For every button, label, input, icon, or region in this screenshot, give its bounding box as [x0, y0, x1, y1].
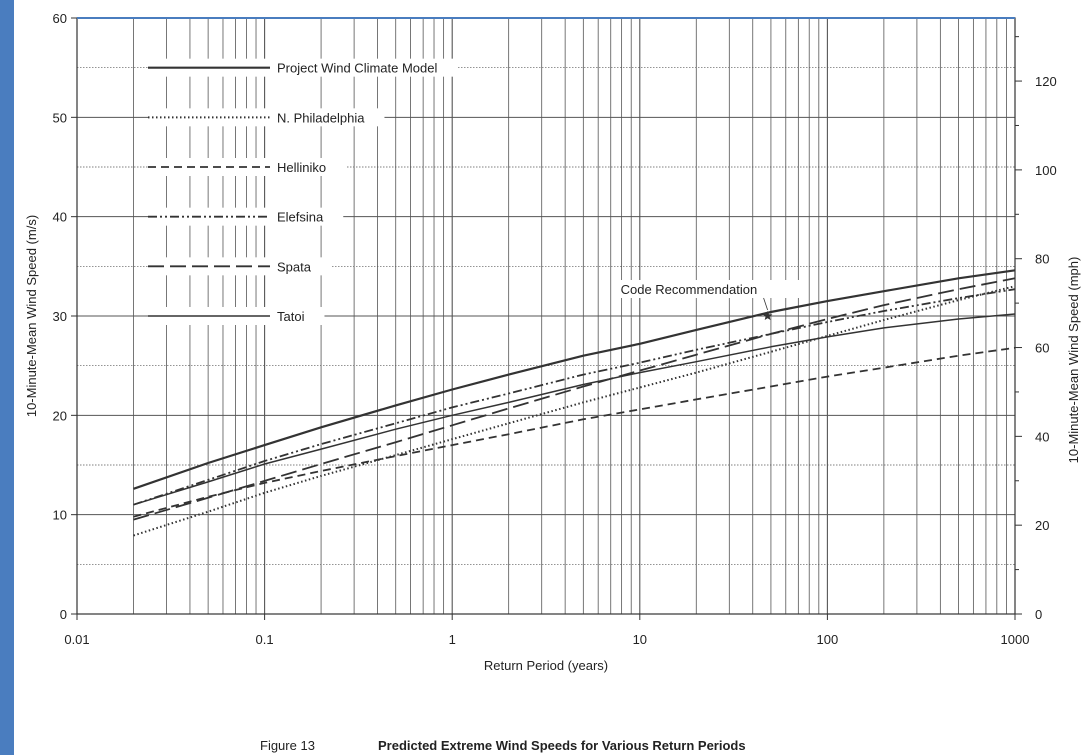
y-tick-label: 10: [53, 508, 67, 523]
y2-tick-label: 100: [1035, 163, 1057, 178]
series-line: [133, 269, 1016, 490]
series-line: [133, 288, 1016, 506]
series-line: [133, 285, 1016, 537]
series-line: [133, 346, 1016, 518]
legend-label: Project Wind Climate Model: [277, 61, 437, 76]
y2-tick-label: 0: [1035, 607, 1042, 622]
x-tick-label: 1: [449, 632, 456, 647]
series-line: [133, 313, 1016, 506]
annotation-backdrop: [617, 280, 804, 298]
legend-backdrop: [148, 158, 347, 176]
x-tick-label: 100: [817, 632, 839, 647]
y2-tick-label: 40: [1035, 429, 1049, 444]
y-tick-label: 0: [60, 607, 67, 622]
y2-tick-label: 120: [1035, 74, 1057, 89]
series-line: [133, 277, 1016, 521]
x-tick-label: 10: [633, 632, 647, 647]
y-tick-label: 50: [53, 110, 67, 125]
y2-tick-label: 80: [1035, 252, 1049, 267]
legend-label: Spata: [277, 259, 312, 274]
annotation-layer: Code Recommendation: [617, 280, 804, 320]
y2-tick-label: 60: [1035, 341, 1049, 356]
y-tick-label: 20: [53, 408, 67, 423]
legend-backdrop: [148, 58, 458, 77]
code-recommendation-star: [762, 311, 773, 320]
figure-title: Predicted Extreme Wind Speeds for Variou…: [378, 738, 746, 753]
legend-label: Elefsina: [277, 210, 324, 225]
wind-speed-chart: 0.01 0.1 1 10 100 1000 0 10 20 30 40 50 60 0 20 40 60 80 1…: [24, 11, 1081, 753]
x-tick-label: 0.01: [64, 632, 89, 647]
figure-page: 0.01 0.1 1 10 100 1000 0 10 20 30 40 50 60 0 20 40 60 80 1…: [14, 0, 1088, 755]
legend: Project Wind Climate Model N. Philadelphi…: [148, 58, 458, 325]
legend-label: N. Philadelphia: [277, 110, 365, 125]
y2-axis-label: 10-Minute-Mean Wind Speed (mph): [1066, 257, 1081, 464]
y-tick-label: 30: [53, 309, 67, 324]
ticks-layer: 0.01 0.1 1 10 100 1000 0 10 20 30 40 50 60 0 20 40 60 80 1…: [53, 11, 1057, 647]
code-recommendation-label: Code Recommendation: [621, 282, 758, 297]
legend-label: Tatoi: [277, 309, 305, 324]
x-tick-label: 0.1: [256, 632, 274, 647]
y2-tick-label: 20: [1035, 518, 1049, 533]
x-tick-label: 1000: [1001, 632, 1030, 647]
y-axis-label: 10-Minute-Mean Wind Speed (m/s): [24, 215, 39, 417]
legend-backdrop: [148, 108, 385, 127]
x-axis-label: Return Period (years): [484, 658, 608, 673]
legend-label: Helliniko: [277, 160, 326, 175]
y-tick-label: 60: [53, 11, 67, 26]
series-layer: [133, 269, 1016, 537]
figure-label: Figure 13: [260, 738, 315, 753]
annotation-leader: [763, 297, 768, 311]
legend-backdrop: [148, 207, 344, 226]
y-tick-label: 40: [53, 210, 67, 225]
